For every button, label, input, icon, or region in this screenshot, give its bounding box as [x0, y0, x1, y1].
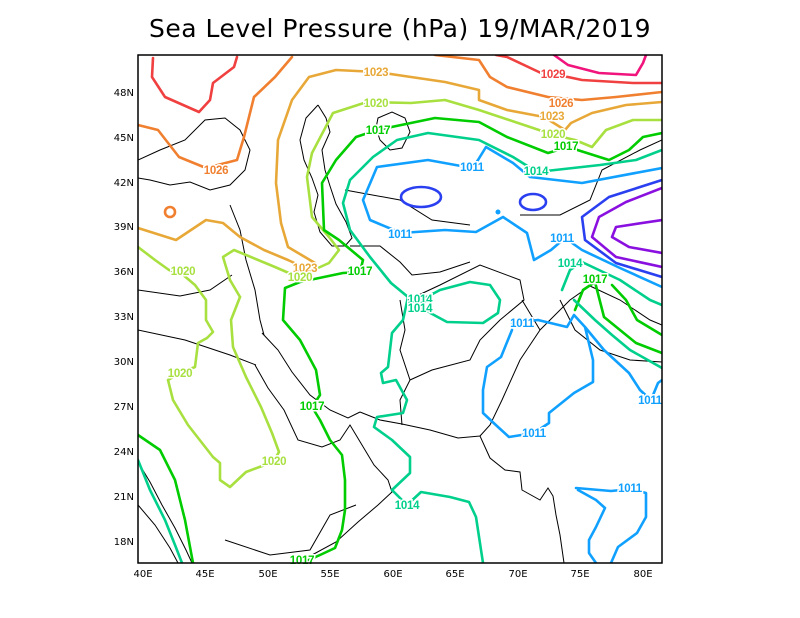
iran-pakistan-coast [359, 411, 565, 563]
contour-label: 1014 [395, 500, 420, 512]
contour-label: 1020 [168, 368, 192, 380]
contour-label: 1011 [460, 162, 485, 174]
isobar-1005-inner [610, 218, 662, 255]
lat-tick-label: 39N [114, 222, 134, 233]
lat-tick-label: 42N [114, 178, 134, 189]
isobar-1023 [138, 68, 662, 270]
isobar-1008-east [580, 178, 662, 279]
lon-tick-label: 70E [508, 569, 527, 580]
contour-label: 1011 [550, 233, 575, 245]
isobar-1005-outer [590, 186, 662, 269]
lat-tick-label: 30N [114, 357, 134, 368]
latitude-axis: 48N 45N 42N 39N 36N 33N 30N 27N 24N 21N … [114, 88, 134, 548]
isobar-1026-ne [433, 55, 662, 102]
contour-label: 1029 [541, 69, 565, 81]
isobar-1017-main [281, 116, 662, 563]
lat-tick-label: 24N [114, 447, 134, 458]
isobar-1029-nw [150, 55, 239, 114]
contour-labels: 1029 1026 1026 1023 1023 1023 1020 1020 … [166, 66, 664, 569]
isobar-1011-south [481, 313, 662, 439]
black-sea-coast [138, 117, 251, 191]
lat-tick-label: 33N [114, 312, 134, 323]
red-sea-coast [138, 461, 193, 563]
isobar-1026-w [138, 55, 294, 170]
isobar-1008-low-east [518, 192, 548, 212]
contour-label: 1011 [510, 318, 535, 330]
lon-tick-label: 55E [320, 569, 339, 580]
isobar-1020-west [138, 245, 281, 489]
contour-label: 1017 [366, 125, 390, 137]
contour-label: 1020 [541, 129, 565, 141]
contour-label: 1023 [293, 263, 317, 275]
longitude-axis: 40E 45E 50E 55E 60E 65E 70E 75E 80E [133, 569, 652, 580]
isobar-1014-ne [560, 260, 662, 370]
contour-label: 1011 [388, 229, 413, 241]
map-frame [137, 54, 663, 564]
persian-gulf-coast [254, 332, 393, 563]
isobar-1014-sw [138, 458, 184, 563]
contour-label: 1017 [583, 274, 607, 286]
lat-tick-label: 36N [114, 267, 134, 278]
contour-label: 1026 [549, 98, 573, 110]
isobar-1026-cell [163, 205, 177, 219]
contour-label: 1017 [554, 141, 578, 153]
lat-tick-label: 18N [114, 537, 134, 548]
contour-label: 1020 [364, 98, 388, 110]
isobar-1008-low [399, 185, 443, 209]
contour-label: 1026 [204, 165, 228, 177]
contour-label: 1011 [522, 428, 547, 440]
lon-tick-label: 60E [383, 569, 402, 580]
isobar-1017-ne [573, 280, 662, 355]
isobar-1014-cell [419, 280, 502, 325]
lon-tick-label: 45E [195, 569, 214, 580]
isobar-1014-main [341, 131, 662, 563]
contour-label: 1017 [290, 555, 314, 567]
coastlines [138, 104, 662, 563]
isobar-1011-se [574, 486, 648, 563]
lon-tick-label: 40E [133, 569, 152, 580]
lat-tick-label: 48N [114, 88, 134, 99]
lon-tick-label: 80E [633, 569, 652, 580]
contour-label: 1020 [262, 456, 286, 468]
lat-tick-label: 21N [114, 492, 134, 503]
isobar-1011-dot [495, 209, 501, 215]
contour-label: 1011 [618, 483, 643, 495]
isobar-1011-north [361, 145, 662, 289]
contour-label: 1014 [408, 294, 433, 306]
contour-label: 1020 [171, 266, 195, 278]
contour-label: 1014 [524, 166, 549, 178]
isobar-1032 [552, 55, 648, 77]
contour-label: 1023 [364, 67, 388, 79]
isobar-1029-ne [494, 55, 662, 85]
isobar-1017-sw [138, 433, 195, 563]
contour-label: 1017 [300, 401, 324, 413]
lat-tick-label: 27N [114, 402, 134, 413]
aral-sea-coast [375, 111, 411, 151]
lon-tick-label: 50E [258, 569, 277, 580]
lat-tick-label: 45N [114, 133, 134, 144]
contour-label: 1014 [408, 303, 433, 315]
contour-label: 1023 [540, 111, 564, 123]
lon-tick-label: 75E [570, 569, 589, 580]
contour-label: 1017 [348, 266, 372, 278]
contour-label: 1014 [558, 258, 583, 270]
contour-label: 1020 [288, 272, 312, 284]
lon-tick-label: 65E [445, 569, 464, 580]
isobars [138, 55, 662, 563]
contour-label: 1011 [638, 395, 663, 407]
chart-title: Sea Level Pressure (hPa) 19/MAR/2019 [148, 14, 652, 43]
isobar-1020-north [221, 98, 662, 299]
country-borders [138, 139, 662, 556]
